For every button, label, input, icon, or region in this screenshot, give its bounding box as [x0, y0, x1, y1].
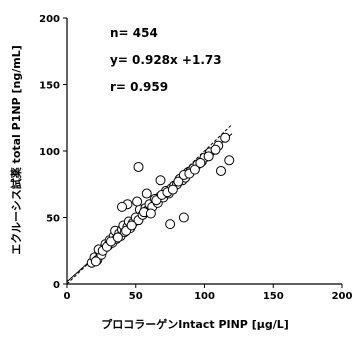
data-point — [224, 155, 235, 166]
data-point — [220, 132, 231, 143]
y-tick-label: 150 — [39, 81, 60, 92]
data-point — [210, 144, 221, 155]
data-point — [173, 176, 184, 187]
data-point — [90, 256, 101, 267]
x-tick-label: 50 — [129, 291, 143, 302]
data-point — [145, 208, 156, 219]
data-point — [132, 196, 143, 207]
data-points — [86, 132, 235, 268]
data-point — [141, 188, 152, 199]
annotation-n: n= 454 — [110, 26, 158, 40]
y-axis-title: エクルーシス試薬 total P1NP [ng/mL] — [9, 45, 23, 254]
data-point — [189, 164, 200, 175]
data-point — [178, 212, 189, 223]
x-tick-label: 200 — [332, 291, 352, 302]
y-tick-label: 0 — [53, 280, 60, 291]
tick-labels: 0 50 100 150 200 0 50 100 150 200 — [39, 14, 352, 302]
y-tick-label: 50 — [46, 214, 60, 225]
y-tick-label: 100 — [39, 147, 60, 158]
identity-line — [66, 124, 233, 285]
data-point — [216, 165, 226, 176]
x-tick-label: 150 — [263, 291, 284, 302]
annotation-r: r= 0.959 — [110, 80, 168, 94]
data-point — [203, 151, 214, 162]
annotation-equation: y= 0.928x +1.73 — [110, 53, 222, 67]
x-tick-label: 100 — [194, 291, 215, 302]
data-point — [165, 219, 176, 230]
axes — [63, 17, 343, 288]
x-axis-title: プロコラーゲンIntact PINP [μg/L] — [101, 317, 289, 331]
data-point — [126, 220, 137, 231]
data-point — [195, 157, 206, 168]
data-point — [155, 175, 166, 186]
data-point — [133, 161, 144, 172]
y-tick-label: 200 — [39, 14, 60, 25]
x-tick-label: 0 — [64, 291, 71, 302]
data-point — [112, 232, 123, 243]
data-point — [117, 201, 127, 212]
data-point — [167, 184, 178, 195]
